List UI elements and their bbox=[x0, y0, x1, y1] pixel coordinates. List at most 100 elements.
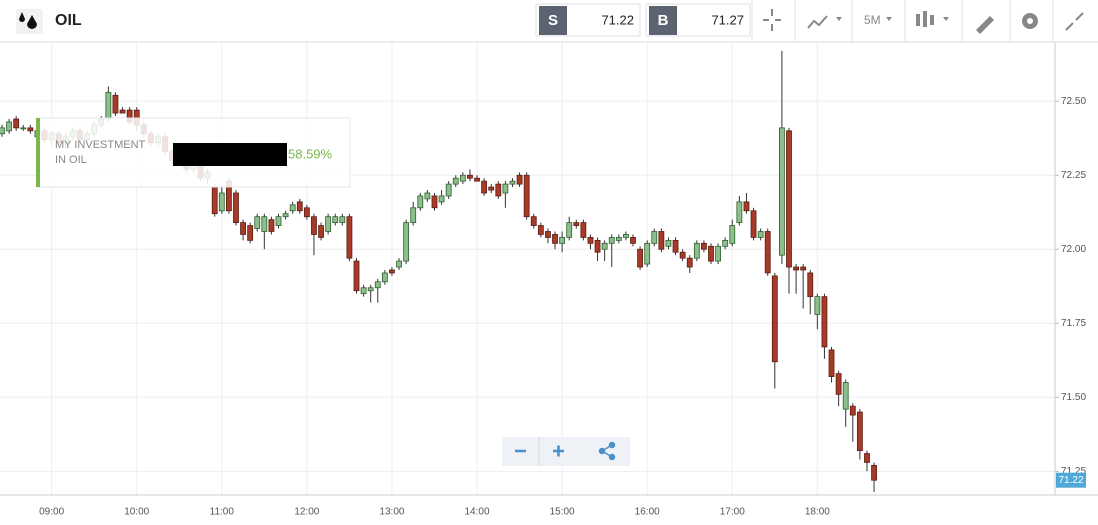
candle-body bbox=[360, 287, 367, 295]
candle-body bbox=[275, 216, 282, 226]
candle-body bbox=[864, 453, 870, 463]
candle-body bbox=[871, 464, 877, 481]
candle-body bbox=[459, 174, 466, 182]
investment-value: 58.59% bbox=[288, 146, 333, 161]
candle-body bbox=[27, 127, 34, 132]
x-tick-label: 11:00 bbox=[210, 507, 235, 518]
candle-body bbox=[445, 183, 452, 197]
candle-body bbox=[693, 242, 700, 259]
x-tick-label: 16:00 bbox=[635, 507, 660, 518]
candle-body bbox=[651, 231, 658, 244]
candle-body bbox=[261, 216, 268, 232]
candle-body bbox=[332, 216, 339, 224]
buy-label: B bbox=[658, 12, 669, 29]
candle-body bbox=[296, 201, 303, 212]
last-price-tag bbox=[1056, 472, 1086, 488]
y-tick-label: 72.25 bbox=[1061, 170, 1086, 181]
candle-body bbox=[523, 174, 530, 218]
candle-body bbox=[381, 272, 388, 283]
investment-panel: MY INVESTMENT IN OIL 58.59% bbox=[36, 117, 351, 188]
candle-body bbox=[247, 225, 254, 241]
x-tick-label: 14:00 bbox=[465, 507, 490, 518]
indicator-button[interactable] bbox=[807, 15, 842, 29]
candle-body bbox=[530, 216, 537, 226]
sell-price: 71.22 bbox=[601, 12, 634, 27]
candle-body bbox=[722, 239, 729, 247]
candle-body bbox=[112, 94, 119, 114]
chart-type-button[interactable] bbox=[916, 11, 949, 27]
crosshair-button[interactable] bbox=[763, 9, 781, 31]
oil-logo bbox=[16, 9, 43, 34]
candle-body bbox=[289, 204, 296, 212]
candle-body bbox=[233, 192, 239, 224]
candle-body bbox=[268, 219, 275, 232]
candle-body bbox=[389, 269, 395, 274]
timeframe: 5M bbox=[864, 13, 881, 27]
investment-label: MY INVESTMENT bbox=[55, 139, 146, 151]
candle-body bbox=[708, 245, 714, 262]
y-tick-label: 72.50 bbox=[1061, 96, 1086, 107]
candle-body bbox=[587, 237, 594, 244]
candle-body bbox=[303, 207, 310, 218]
candle-body bbox=[438, 195, 445, 203]
candle-body bbox=[488, 186, 495, 191]
sell-label: S bbox=[548, 12, 558, 29]
candle-body bbox=[679, 251, 686, 259]
candle-body bbox=[537, 225, 544, 235]
x-tick-label: 10:00 bbox=[124, 507, 149, 518]
y-tick-label: 71.25 bbox=[1061, 466, 1086, 477]
share[interactable] bbox=[598, 441, 616, 461]
candle-body bbox=[736, 201, 743, 224]
collapse-button[interactable] bbox=[1065, 12, 1084, 31]
zoom-controls bbox=[502, 437, 630, 466]
toolbar-separators bbox=[751, 0, 1054, 42]
candle-body bbox=[601, 242, 608, 250]
candle-body bbox=[452, 177, 459, 185]
y-tick-label: 71.50 bbox=[1061, 392, 1086, 403]
candle-body bbox=[771, 275, 778, 363]
draw-button[interactable] bbox=[976, 16, 994, 34]
candle-body bbox=[346, 216, 353, 259]
candle-body bbox=[218, 192, 225, 212]
candle-body bbox=[311, 216, 317, 235]
candle-body bbox=[20, 127, 27, 130]
candle-body bbox=[750, 210, 757, 238]
candle-body bbox=[615, 237, 622, 241]
candle-body bbox=[644, 242, 651, 265]
candle-body bbox=[566, 222, 573, 238]
candle-body bbox=[623, 234, 629, 238]
buy-button[interactable]: B 71.27 bbox=[645, 3, 751, 37]
candle-body bbox=[467, 174, 473, 179]
candle-body bbox=[410, 207, 417, 224]
candle-body bbox=[573, 222, 580, 226]
candle-body bbox=[701, 242, 707, 250]
sell-button[interactable]: S 71.22 bbox=[535, 3, 641, 37]
y-tick-label: 72.00 bbox=[1061, 244, 1086, 255]
candle-body bbox=[211, 186, 218, 215]
candle-body bbox=[807, 272, 814, 298]
settings-button[interactable] bbox=[1022, 13, 1038, 29]
candle-body bbox=[630, 237, 636, 244]
last-price-label: 71.22 bbox=[1058, 475, 1083, 486]
candle-body bbox=[608, 237, 615, 244]
candle-body bbox=[13, 118, 20, 129]
redacted bbox=[173, 143, 287, 166]
timeframe-button[interactable]: 5M bbox=[864, 13, 892, 27]
candle-body bbox=[353, 260, 360, 292]
candle-body bbox=[6, 121, 12, 132]
candle-body bbox=[715, 245, 721, 262]
candle-body bbox=[396, 260, 402, 268]
candle-body bbox=[367, 287, 374, 292]
x-tick-label: 15:00 bbox=[550, 507, 575, 518]
candle-body bbox=[318, 225, 324, 238]
candle-body bbox=[495, 183, 502, 197]
zoom-in[interactable] bbox=[553, 445, 564, 457]
candle-body bbox=[757, 231, 764, 238]
candle-body bbox=[119, 109, 126, 114]
candle-body bbox=[240, 222, 246, 235]
y-tick-label: 71.75 bbox=[1061, 318, 1086, 329]
foreground: 71.25 71.50 71.75 72.00 72.25 72.50 09:00 10:00… bbox=[39, 96, 1086, 518]
candle-body bbox=[474, 177, 480, 182]
candle-body bbox=[828, 349, 835, 377]
